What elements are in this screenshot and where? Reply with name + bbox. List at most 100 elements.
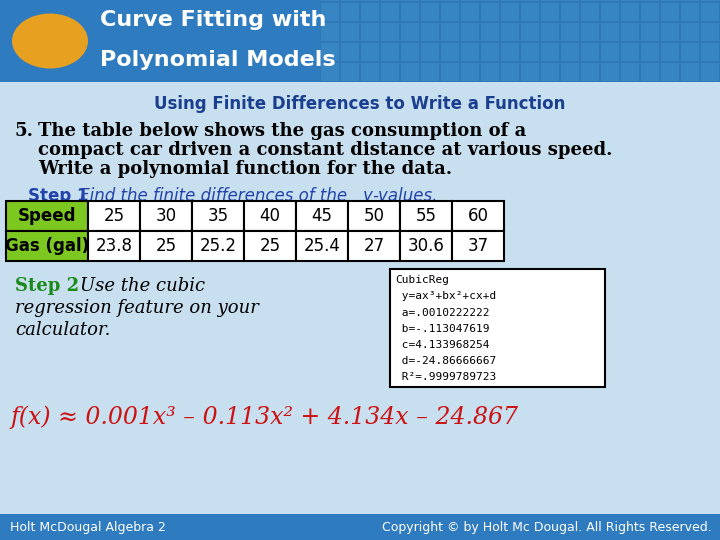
- Bar: [401, 63, 419, 81]
- Bar: [381, 43, 399, 61]
- Bar: [0, 0, 720, 82]
- Bar: [461, 3, 479, 21]
- Bar: [321, 43, 339, 61]
- Bar: [481, 0, 499, 1]
- Text: y: y: [362, 187, 372, 205]
- Text: 30: 30: [156, 207, 176, 225]
- Bar: [401, 3, 419, 21]
- Bar: [581, 0, 599, 1]
- Bar: [681, 63, 699, 81]
- Bar: [541, 3, 559, 21]
- Text: Polynomial Models: Polynomial Models: [100, 50, 336, 70]
- Bar: [6, 201, 88, 231]
- Bar: [621, 3, 639, 21]
- Bar: [661, 3, 679, 21]
- Text: a=.0010222222: a=.0010222222: [395, 308, 490, 318]
- Bar: [701, 23, 719, 41]
- Ellipse shape: [12, 14, 88, 69]
- Bar: [501, 43, 519, 61]
- Bar: [501, 0, 519, 1]
- Bar: [581, 23, 599, 41]
- Bar: [461, 43, 479, 61]
- Text: Find the finite differences of the: Find the finite differences of the: [80, 187, 352, 205]
- Text: y=ax³+bx²+cx+d: y=ax³+bx²+cx+d: [395, 292, 496, 301]
- Bar: [561, 23, 579, 41]
- Bar: [348, 231, 400, 261]
- Text: Curve Fitting with: Curve Fitting with: [100, 10, 326, 30]
- Text: calculator.: calculator.: [15, 321, 110, 339]
- Bar: [192, 231, 244, 261]
- Bar: [441, 3, 459, 21]
- Bar: [381, 63, 399, 81]
- Bar: [681, 3, 699, 21]
- Bar: [390, 269, 605, 387]
- Bar: [88, 201, 140, 231]
- Text: Step 1: Step 1: [28, 187, 89, 205]
- Bar: [421, 43, 439, 61]
- Text: 23.8: 23.8: [96, 237, 132, 255]
- Bar: [661, 23, 679, 41]
- Bar: [541, 0, 559, 1]
- Bar: [401, 43, 419, 61]
- Text: 55: 55: [415, 207, 436, 225]
- Bar: [0, 0, 320, 82]
- Bar: [461, 23, 479, 41]
- Bar: [361, 3, 379, 21]
- Bar: [701, 43, 719, 61]
- Bar: [681, 23, 699, 41]
- Text: 60: 60: [467, 207, 488, 225]
- Bar: [541, 23, 559, 41]
- Bar: [421, 3, 439, 21]
- Bar: [661, 0, 679, 1]
- Bar: [581, 43, 599, 61]
- Text: Holt McDougal Algebra 2: Holt McDougal Algebra 2: [10, 521, 166, 534]
- Bar: [320, 0, 720, 82]
- Bar: [244, 231, 296, 261]
- Text: 50: 50: [364, 207, 384, 225]
- Bar: [421, 23, 439, 41]
- Bar: [348, 201, 400, 231]
- Bar: [421, 0, 439, 1]
- Bar: [521, 63, 539, 81]
- Bar: [381, 3, 399, 21]
- Bar: [400, 201, 452, 231]
- Bar: [601, 23, 619, 41]
- Bar: [140, 201, 192, 231]
- Text: 37: 37: [467, 237, 489, 255]
- Bar: [461, 63, 479, 81]
- Bar: [244, 201, 296, 231]
- Bar: [701, 63, 719, 81]
- Bar: [521, 23, 539, 41]
- Bar: [192, 201, 244, 231]
- Bar: [321, 63, 339, 81]
- Bar: [296, 231, 348, 261]
- Bar: [641, 43, 659, 61]
- Text: 25: 25: [156, 237, 176, 255]
- Text: Copyright © by Holt Mc Dougal. All Rights Reserved.: Copyright © by Holt Mc Dougal. All Right…: [382, 521, 712, 534]
- Bar: [641, 0, 659, 1]
- Bar: [541, 43, 559, 61]
- Bar: [461, 0, 479, 1]
- Bar: [401, 23, 419, 41]
- Text: Write a polynomial function for the data.: Write a polynomial function for the data…: [38, 160, 452, 178]
- Bar: [541, 63, 559, 81]
- Bar: [452, 201, 504, 231]
- Bar: [601, 3, 619, 21]
- Bar: [481, 23, 499, 41]
- Text: 40: 40: [259, 207, 281, 225]
- Bar: [561, 0, 579, 1]
- Bar: [521, 0, 539, 1]
- Bar: [441, 63, 459, 81]
- Text: 25: 25: [259, 237, 281, 255]
- Text: Use the cubic: Use the cubic: [80, 277, 205, 295]
- Bar: [0, 514, 720, 540]
- Bar: [321, 3, 339, 21]
- Text: f(x) ≈ 0.001x³ – 0.113x² + 4.134x – 24.867: f(x) ≈ 0.001x³ – 0.113x² + 4.134x – 24.8…: [10, 405, 518, 429]
- Bar: [361, 43, 379, 61]
- Bar: [441, 23, 459, 41]
- Bar: [561, 3, 579, 21]
- Bar: [441, 0, 459, 1]
- Bar: [641, 23, 659, 41]
- Text: R²=.9999789723: R²=.9999789723: [395, 372, 496, 382]
- Bar: [381, 23, 399, 41]
